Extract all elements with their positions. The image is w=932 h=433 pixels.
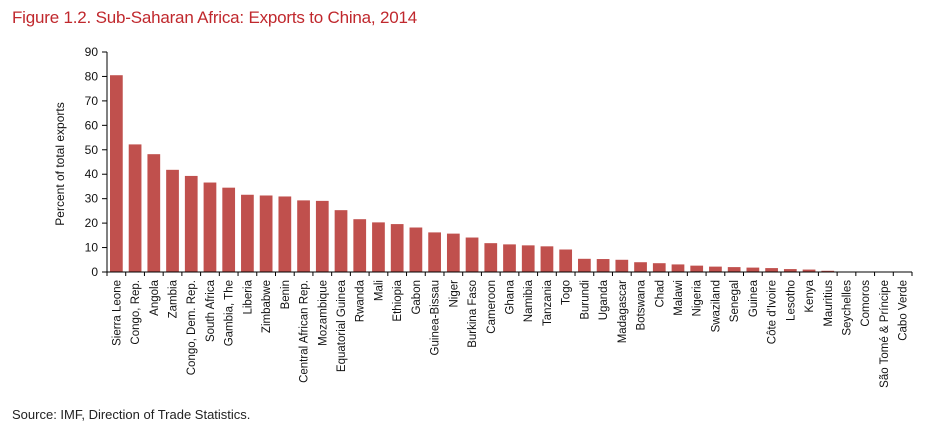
x-tick-label: Cameroon [486,280,498,334]
y-tick-label: 40 [85,167,99,181]
bar [259,195,273,272]
bar [278,196,292,272]
bar [503,244,516,272]
x-tick-label: Benin [280,280,292,309]
bar [409,227,423,272]
x-tick-label: Botswana [636,279,648,330]
x-tick-label: Mali [373,280,385,301]
bar [353,219,367,272]
bar [110,75,123,272]
bar [241,194,254,272]
y-tick-label: 90 [85,45,99,59]
x-tick-label: Malawi [673,280,685,316]
bar [428,232,441,272]
x-tick-label: Rwanda [355,279,367,322]
bar [128,144,142,272]
bar [166,169,179,272]
source-note: Source: IMF, Direction of Trade Statisti… [12,407,251,422]
bar [578,258,591,272]
bar [184,175,198,272]
y-tick-label: 10 [85,241,99,255]
bar [709,266,722,272]
x-tick-label: Madagascar [617,280,629,343]
x-tick-label: Seychelles [841,280,853,336]
bar [521,245,535,272]
x-tick-label: Kenya [804,279,816,312]
bar [372,222,385,272]
bar [465,237,479,272]
bar [540,246,554,272]
bar [615,259,629,272]
x-tick-label: São Tomé & Príncipe [879,280,891,388]
x-tick-label: Gambia, The [224,280,236,346]
x-tick-label: Ghana [505,279,517,314]
y-axis: 0 10 20 30 40 50 60 70 80 90 [85,45,108,279]
bar [446,233,460,272]
x-tick-label: Mauritius [823,280,835,327]
bar [559,249,573,272]
x-tick-label: Ethiopia [392,279,404,321]
bar [783,269,797,272]
bar [652,263,666,272]
bar [147,154,161,272]
x-tick-label: Mozambique [317,280,329,346]
x-tick-label: Congo, Dem. Rep. [186,280,198,375]
x-tick-label: Gabon [411,280,423,315]
x-tick-label: Central African Rep. [299,280,311,383]
y-axis-label: Percent of total exports [53,102,67,225]
x-tick-label: Guinea [748,279,760,317]
bars [110,75,835,272]
x-tick-label: Congo, Rep. [130,280,142,345]
x-tick-label: South Africa [205,279,217,342]
y-tick-label: 30 [85,192,99,206]
x-tick-label: Niger [448,280,460,308]
x-tick-label: Angola [149,279,161,315]
x-tick-label: Burkina Faso [467,280,479,348]
x-tick-label: Tanzania [542,279,554,326]
y-tick-label: 60 [85,118,99,132]
x-tick-label: Lesotho [785,280,797,321]
bar [297,200,310,272]
bar [746,267,760,272]
y-tick-label: 20 [85,216,99,230]
x-tick-label: Burundi [579,280,591,320]
x-tick-label: Côte d'Ivoire [767,280,779,344]
bar [315,200,329,272]
bar [765,268,778,272]
x-tick-label: Swaziland [710,280,722,332]
x-tick-label: Chad [654,280,666,308]
bar [671,264,685,272]
x-tick-label: Cabo Verde [898,280,910,341]
x-tick-label: Namibia [523,279,535,322]
bar [222,187,236,272]
bar [802,269,816,272]
bar [634,262,647,272]
x-axis: Sierra Leone Congo, Rep. Angola Zambia Congo… [106,271,913,388]
x-tick-label: Zambia [168,279,180,318]
x-tick-label: Liberia [242,279,254,314]
figure-title: Figure 1.2. Sub-Saharan Africa: Exports … [12,8,417,27]
x-tick-label: Sierra Leone [111,280,123,346]
x-tick-label: Togo [561,280,573,305]
x-tick-label: Nigeria [692,279,704,316]
bar [203,182,217,272]
bar [727,267,741,272]
bar [390,224,404,272]
bar [596,259,610,272]
bar [690,265,704,272]
y-tick-label: 50 [85,143,99,157]
x-tick-label: Comoros [860,280,872,327]
x-tick-label: Uganda [598,279,610,320]
y-tick-label: 0 [91,265,98,279]
bar [821,270,835,272]
x-tick-label: Zimbabwe [261,280,273,333]
y-tick-label: 70 [85,94,99,108]
bar [334,210,348,272]
y-tick-label: 80 [85,69,99,83]
bar [484,243,498,272]
x-tick-label: Equatorial Guinea [336,279,348,372]
x-tick-label: Guinea-Bissau [430,280,442,355]
x-tick-label: Senegal [729,280,741,322]
